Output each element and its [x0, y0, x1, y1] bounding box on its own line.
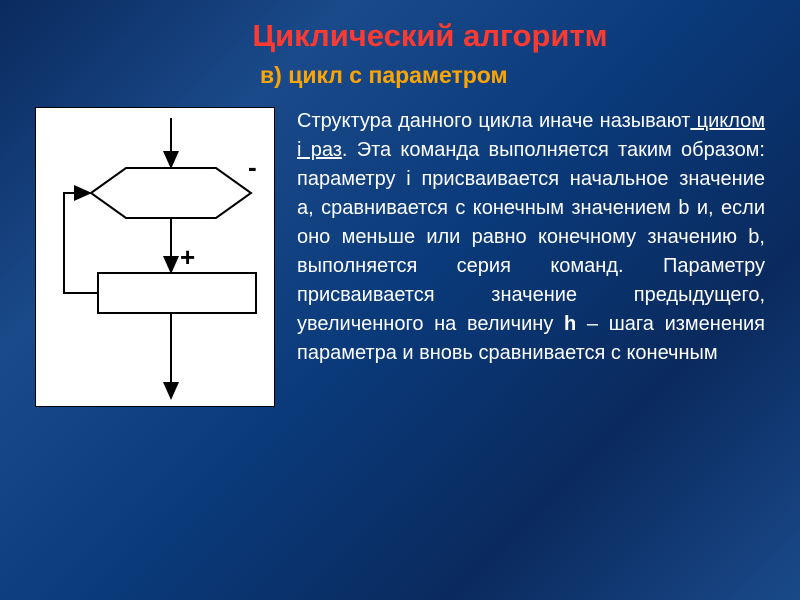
page-title: Циклический алгоритм — [0, 0, 800, 54]
minus-label: - — [248, 152, 257, 182]
loop-hexagon — [91, 168, 251, 218]
body-text: Структура данного цикла иначе называют ц… — [297, 107, 765, 407]
page-subtitle: в) цикл с параметром — [0, 54, 800, 89]
process-box — [98, 273, 256, 313]
body-part1: Структура данного цикла иначе называют — [297, 110, 690, 132]
plus-label: + — [180, 242, 195, 272]
content-row: - + Структура данного цикла иначе называ… — [0, 89, 800, 407]
body-bold-h: h — [564, 313, 576, 335]
feedback-path — [64, 193, 98, 293]
flowchart-diagram: - + — [35, 107, 275, 407]
body-part2: . Эта команда выполняется таким образом:… — [297, 139, 765, 335]
